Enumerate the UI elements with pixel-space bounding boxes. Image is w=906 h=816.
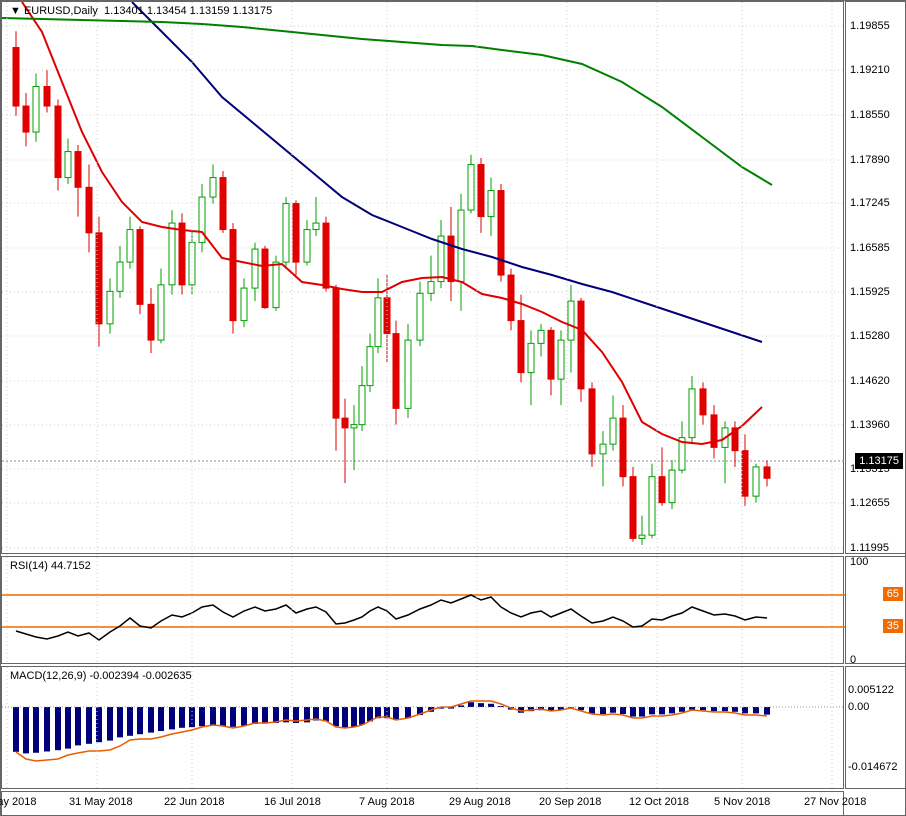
price-tick-label: 1.17890 [850,154,890,166]
date-tick-label: 31 May 2018 [69,796,133,808]
macd-tick-label: 0.005122 [848,684,894,696]
macd-axis: 0.005122 0.00 -0.014672 [845,666,906,789]
macd-panel[interactable]: MACD(12,26,9) -0.002394 -0.002635 [1,666,844,789]
chart-title: ▼ EURUSD,Daily 1.13401 1.13454 1.13159 1… [10,5,272,17]
current-price-tag: 1.13175 [855,453,903,469]
price-tick-label: 1.13960 [850,419,890,431]
symbol-label: ▼ EURUSD,Daily [10,5,98,17]
date-tick-label: 22 Jun 2018 [164,796,225,808]
rsi-tick-label: 0 [850,654,856,666]
time-axis: 9 May 2018 31 May 2018 22 Jun 2018 16 Jul 2… [1,791,844,816]
date-tick-label: 20 Sep 2018 [539,796,601,808]
date-tick-label: 5 Nov 2018 [714,796,770,808]
price-tick-label: 1.14620 [850,375,890,387]
price-tick-label: 1.16585 [850,242,890,254]
price-tick-label: 1.19855 [850,20,890,32]
price-panel[interactable]: ▼ EURUSD,Daily 1.13401 1.13454 1.13159 1… [1,1,844,554]
rsi-svg [2,557,845,665]
macd-label: MACD(12,26,9) -0.002394 -0.002635 [10,670,192,682]
price-tick-label: 1.15925 [850,286,890,298]
date-tick-label: 29 Aug 2018 [449,796,511,808]
price-tick-label: 1.12655 [850,497,890,509]
date-tick-label: 27 Nov 2018 [804,796,866,808]
ohlc-values: 1.13401 1.13454 1.13159 1.13175 [104,5,272,17]
macd-tick-label: 0.00 [848,701,869,713]
price-axis: 1.19855 1.19210 1.18550 1.17890 1.17245 1.165… [845,1,906,554]
rsi-level-label: 35 [883,619,903,633]
date-tick-label: 9 May 2018 [0,796,36,808]
date-tick-label: 7 Aug 2018 [359,796,415,808]
rsi-label: RSI(14) 44.7152 [10,560,91,572]
date-tick-label: 16 Jul 2018 [264,796,321,808]
price-chart-svg [2,2,845,555]
price-tick-label: 1.18550 [850,109,890,121]
price-tick-label: 1.11995 [850,542,889,554]
date-tick-label: 12 Oct 2018 [629,796,689,808]
macd-svg [2,667,845,790]
rsi-level-label: 65 [883,587,903,601]
chart-container: ▼ EURUSD,Daily 1.13401 1.13454 1.13159 1… [0,0,906,816]
rsi-panel[interactable]: RSI(14) 44.7152 [1,556,844,664]
price-tick-label: 1.17245 [850,197,890,209]
macd-tick-label: -0.014672 [848,761,898,773]
rsi-tick-label: 100 [850,556,868,568]
price-tick-label: 1.19210 [850,64,890,76]
price-tick-label: 1.15280 [850,330,890,342]
rsi-axis: 100 0 65 35 [845,556,906,664]
